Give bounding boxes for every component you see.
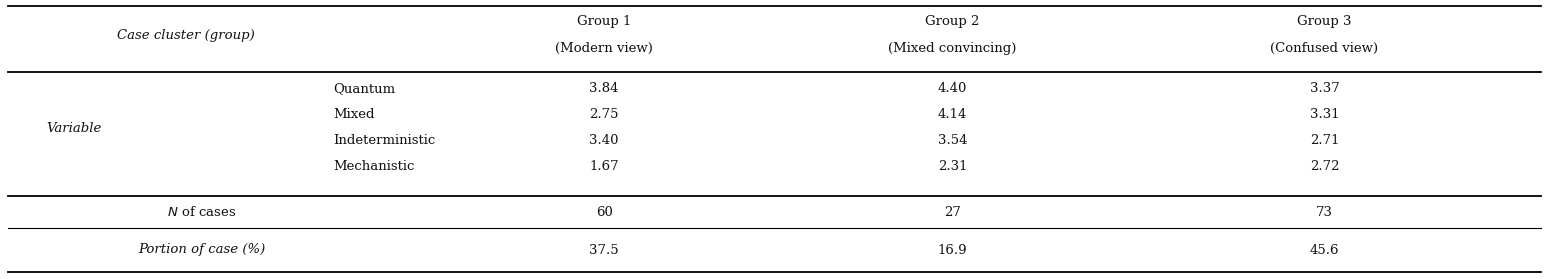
Text: 4.40: 4.40 [939, 83, 967, 95]
Text: 27: 27 [945, 206, 960, 218]
Text: 1.67: 1.67 [589, 160, 620, 174]
Text: 2.31: 2.31 [937, 160, 968, 174]
Text: 4.14: 4.14 [939, 109, 967, 121]
Text: Indeterministic: Indeterministic [333, 134, 435, 148]
Text: Case cluster (group): Case cluster (group) [118, 28, 254, 42]
Text: 2.72: 2.72 [1309, 160, 1340, 174]
Text: 37.5: 37.5 [589, 244, 620, 256]
Text: 2.71: 2.71 [1309, 134, 1340, 148]
Text: $\it{N}$ of cases: $\it{N}$ of cases [167, 205, 235, 219]
Text: 3.40: 3.40 [589, 134, 620, 148]
Text: Mechanistic: Mechanistic [333, 160, 415, 174]
Text: Mixed: Mixed [333, 109, 375, 121]
Text: Quantum: Quantum [333, 83, 395, 95]
Text: (Modern view): (Modern view) [555, 42, 654, 54]
Text: Group 2: Group 2 [925, 16, 981, 28]
Text: 16.9: 16.9 [937, 244, 968, 256]
Text: 2.75: 2.75 [589, 109, 620, 121]
Text: Portion of case (%): Portion of case (%) [138, 244, 265, 256]
Text: Group 3: Group 3 [1297, 16, 1352, 28]
Text: 3.37: 3.37 [1309, 83, 1340, 95]
Text: 45.6: 45.6 [1309, 244, 1340, 256]
Text: 73: 73 [1317, 206, 1332, 218]
Text: (Confused view): (Confused view) [1270, 42, 1379, 54]
Text: 60: 60 [596, 206, 612, 218]
Text: Group 1: Group 1 [576, 16, 632, 28]
Text: (Mixed convincing): (Mixed convincing) [889, 42, 1016, 54]
Text: Variable: Variable [46, 121, 102, 134]
Text: 3.31: 3.31 [1309, 109, 1340, 121]
Text: 3.84: 3.84 [589, 83, 620, 95]
Text: 3.54: 3.54 [937, 134, 968, 148]
